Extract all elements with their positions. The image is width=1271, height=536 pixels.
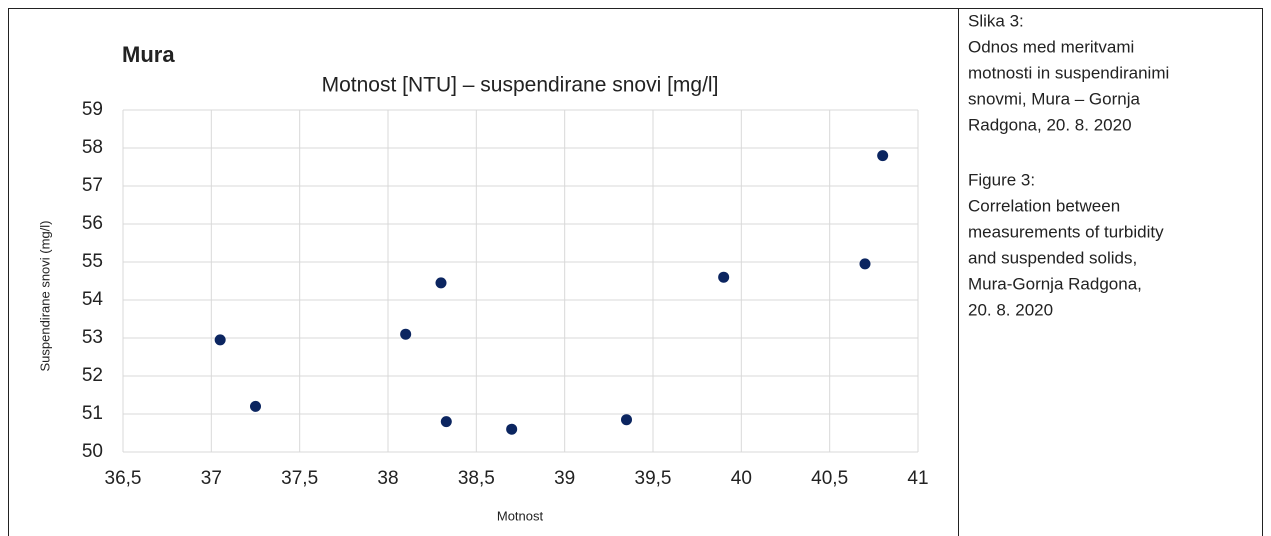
y-tick-label: 51: [82, 403, 103, 424]
y-tick-label: 53: [82, 327, 103, 348]
caption-line: Radgona, 20. 8. 2020: [968, 115, 1132, 134]
point: [435, 277, 447, 289]
caption-line: motnosti in suspendiranimi: [968, 63, 1169, 82]
frame: [8, 8, 1263, 536]
point: [214, 334, 226, 346]
caption-line: Slika 3:: [968, 11, 1024, 30]
point: [250, 400, 261, 412]
y-tick-label: 58: [82, 137, 103, 158]
point: [400, 328, 412, 340]
y-tick-label: 57: [82, 175, 103, 196]
chart-title: Motnost [NTU] – suspendirane snovi [mg/l…: [322, 74, 719, 97]
y-tick-label: 59: [82, 99, 103, 120]
point: [877, 150, 889, 162]
caption-line: Mura-Gornja Radgona,: [968, 274, 1142, 293]
x-tick-label: 40: [731, 468, 752, 489]
caption-line: and suspended solids,: [968, 248, 1137, 267]
point: [440, 416, 452, 428]
y-tick-label: 54: [82, 289, 104, 310]
heading: Mura: [122, 42, 175, 67]
caption-line: 20. 8. 2020: [968, 300, 1053, 319]
point: [859, 258, 871, 270]
caption-line: snovmi, Mura – Gornja: [968, 89, 1140, 108]
x-tick-label: 40,5: [811, 468, 848, 489]
caption-line: Figure 3:: [968, 170, 1035, 189]
x-tick-label: 37,5: [281, 468, 318, 489]
y-axis-label: Suspendirane snovi (mg/l): [37, 220, 52, 371]
point: [506, 423, 518, 435]
point: [621, 414, 632, 426]
caption-line: measurements of turbidity: [968, 222, 1164, 241]
x-tick-label: 38,5: [458, 468, 495, 489]
x-tick-label: 36,5: [105, 468, 142, 489]
point: [718, 271, 730, 283]
x-tick-label: 41: [907, 468, 928, 489]
x-tick-label: 37: [201, 468, 222, 489]
x-axis-label: Motnost: [497, 508, 544, 523]
x-tick-label: 38: [377, 468, 398, 489]
x-tick-label: 39,5: [635, 468, 672, 489]
y-tick-label: 52: [82, 365, 103, 386]
y-tick-label: 50: [82, 441, 103, 462]
caption-line: Correlation between: [968, 196, 1120, 215]
x-tick-label: 39: [554, 468, 575, 489]
caption-line: Odnos med meritvami: [968, 37, 1134, 56]
y-tick-label: 55: [82, 251, 103, 272]
y-tick-label: 56: [82, 213, 103, 234]
